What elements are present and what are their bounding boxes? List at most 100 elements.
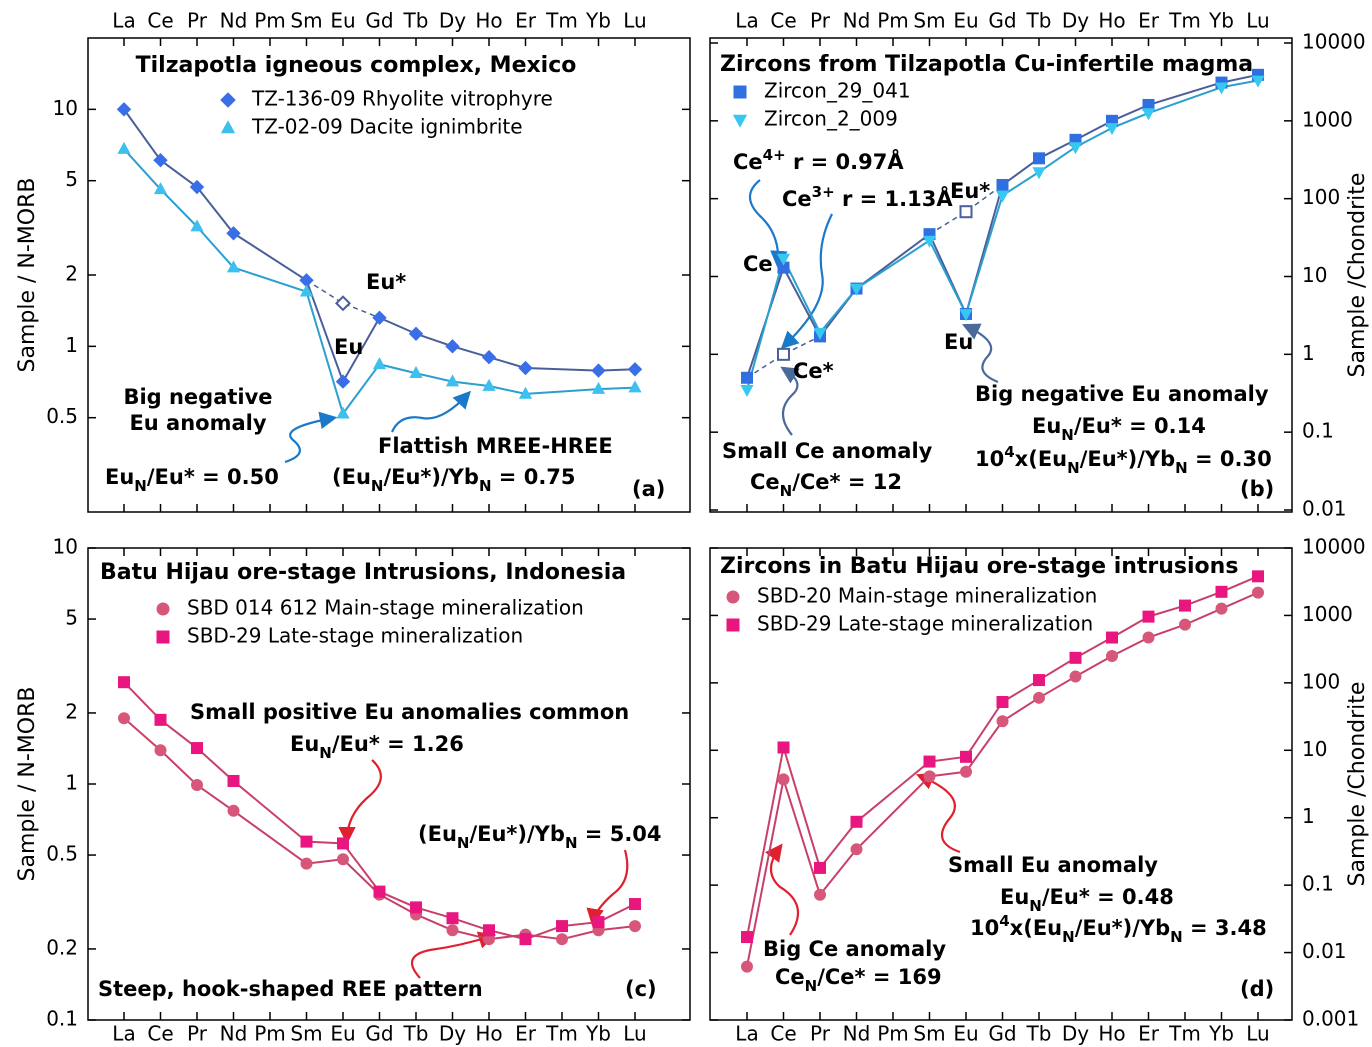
point [995, 190, 1010, 203]
legend-label: Zircon_2_009 [764, 107, 898, 131]
series-line [488, 933, 526, 941]
legend-label: TZ-02-09 Dacite ignimbrite [251, 115, 523, 139]
point [1215, 585, 1228, 598]
y-tick-label: 0.1 [1302, 872, 1334, 896]
series-line [525, 933, 563, 941]
annotation: (EuN/Eu*)/YbN = 5.04 [418, 822, 662, 852]
point [1142, 631, 1155, 644]
annotation: Eu anomaly [129, 411, 266, 435]
x-tick-label: Pm [877, 9, 909, 33]
series-line [488, 385, 526, 395]
point [519, 933, 532, 946]
annotation-part: 10 [970, 916, 999, 940]
point [741, 960, 753, 973]
annotation: Big negative [123, 385, 272, 409]
annotation-part: Ce [733, 150, 763, 174]
x-tick-label: Nd [843, 1022, 871, 1046]
legend-label: Zircon_29_041 [764, 79, 911, 103]
point [1179, 599, 1191, 612]
point [628, 380, 642, 393]
point [300, 857, 313, 870]
series-line [525, 925, 563, 941]
annotation-part: (c) [625, 977, 657, 1001]
point [741, 931, 753, 944]
annotation-part: Eu [944, 330, 973, 354]
annotation: Big negative Eu anomaly [975, 382, 1269, 406]
series-line [929, 755, 967, 763]
series-line [415, 913, 453, 932]
annotation-part: 4 [1004, 443, 1014, 461]
x-tick-label: Yb [585, 9, 611, 33]
annotation-part: Big negative [123, 385, 272, 409]
annotation-part: Eu [1032, 414, 1061, 438]
annotation-part: N [1170, 928, 1183, 946]
annotation-part: N [1175, 459, 1188, 477]
point [220, 120, 236, 134]
arrows [284, 179, 999, 979]
series-line [488, 356, 526, 369]
annotation-part: N [479, 477, 492, 495]
point [191, 742, 203, 755]
series-line [1075, 636, 1113, 659]
point [1069, 651, 1082, 664]
y-tick-label: 1 [1302, 341, 1315, 365]
y-tick-label: 10000 [1302, 535, 1366, 559]
series-line [1075, 655, 1113, 678]
annotation-part: /Eu*)/Yb [1075, 916, 1170, 940]
series-line [305, 279, 344, 382]
x-tick-label: Gd [988, 9, 1016, 33]
y-tick-label: 1 [65, 333, 78, 357]
x-tick-label: Pm [877, 1022, 909, 1046]
series-line [1184, 590, 1222, 607]
annotation: Eu* [366, 270, 406, 294]
x-tick-label: Ho [1098, 9, 1125, 33]
series-line [782, 747, 821, 869]
x-tick-label: Sm [913, 1022, 945, 1046]
annotation-part: N [805, 977, 818, 995]
legend-label: SBD-20 Main-stage mineralization [757, 584, 1097, 608]
series-line [965, 701, 1004, 758]
x-tick-label: Pr [810, 1022, 831, 1046]
x-tick-label: Dy [1062, 1022, 1089, 1046]
series-line [1221, 79, 1259, 89]
x-tick-label: Tb [403, 9, 429, 33]
plot-frame [709, 547, 1293, 1021]
point [190, 219, 204, 232]
series-line [1001, 157, 1040, 186]
y-axis-label: Sample /Chondrite [1345, 682, 1370, 887]
y-tick-label: 2 [65, 699, 78, 723]
chart-title: Tilzapotla igneous complex, Mexico [136, 53, 577, 78]
point [777, 347, 790, 361]
point [556, 933, 568, 946]
point [556, 920, 568, 933]
x-tick-label: Pm [254, 1022, 286, 1046]
series-line [782, 779, 821, 896]
point [849, 283, 864, 296]
point [813, 327, 827, 340]
point [923, 755, 936, 768]
x-tick-label: Tb [403, 1022, 429, 1046]
annotation-part: 10 [975, 447, 1004, 471]
annotation-part: (a) [632, 477, 665, 501]
annotation: 104x(EuN/Eu*)/YbN = 0.30 [975, 443, 1272, 477]
annotation-part: Ce* [793, 359, 834, 383]
series-line [782, 258, 821, 334]
annotation-part: Small positive Eu anomalies common [190, 700, 629, 724]
interpolation-line [929, 184, 1003, 235]
series-line [855, 760, 931, 823]
annotation: Eu [334, 335, 363, 359]
annotation-part: = 3.48 [1183, 916, 1267, 940]
point [996, 178, 1009, 191]
point [1069, 670, 1082, 683]
point [741, 371, 753, 384]
point [1068, 142, 1083, 155]
x-tick-label: Gd [365, 1022, 393, 1046]
series-line [525, 367, 599, 372]
series-line [159, 719, 198, 749]
x-tick-label: Sm [290, 1022, 322, 1046]
series-line [379, 890, 417, 909]
y-tick-label: 2 [65, 262, 78, 286]
x-tick-label: Lu [1246, 1022, 1269, 1046]
point [996, 715, 1009, 728]
annotation-part: Ce [750, 470, 780, 494]
